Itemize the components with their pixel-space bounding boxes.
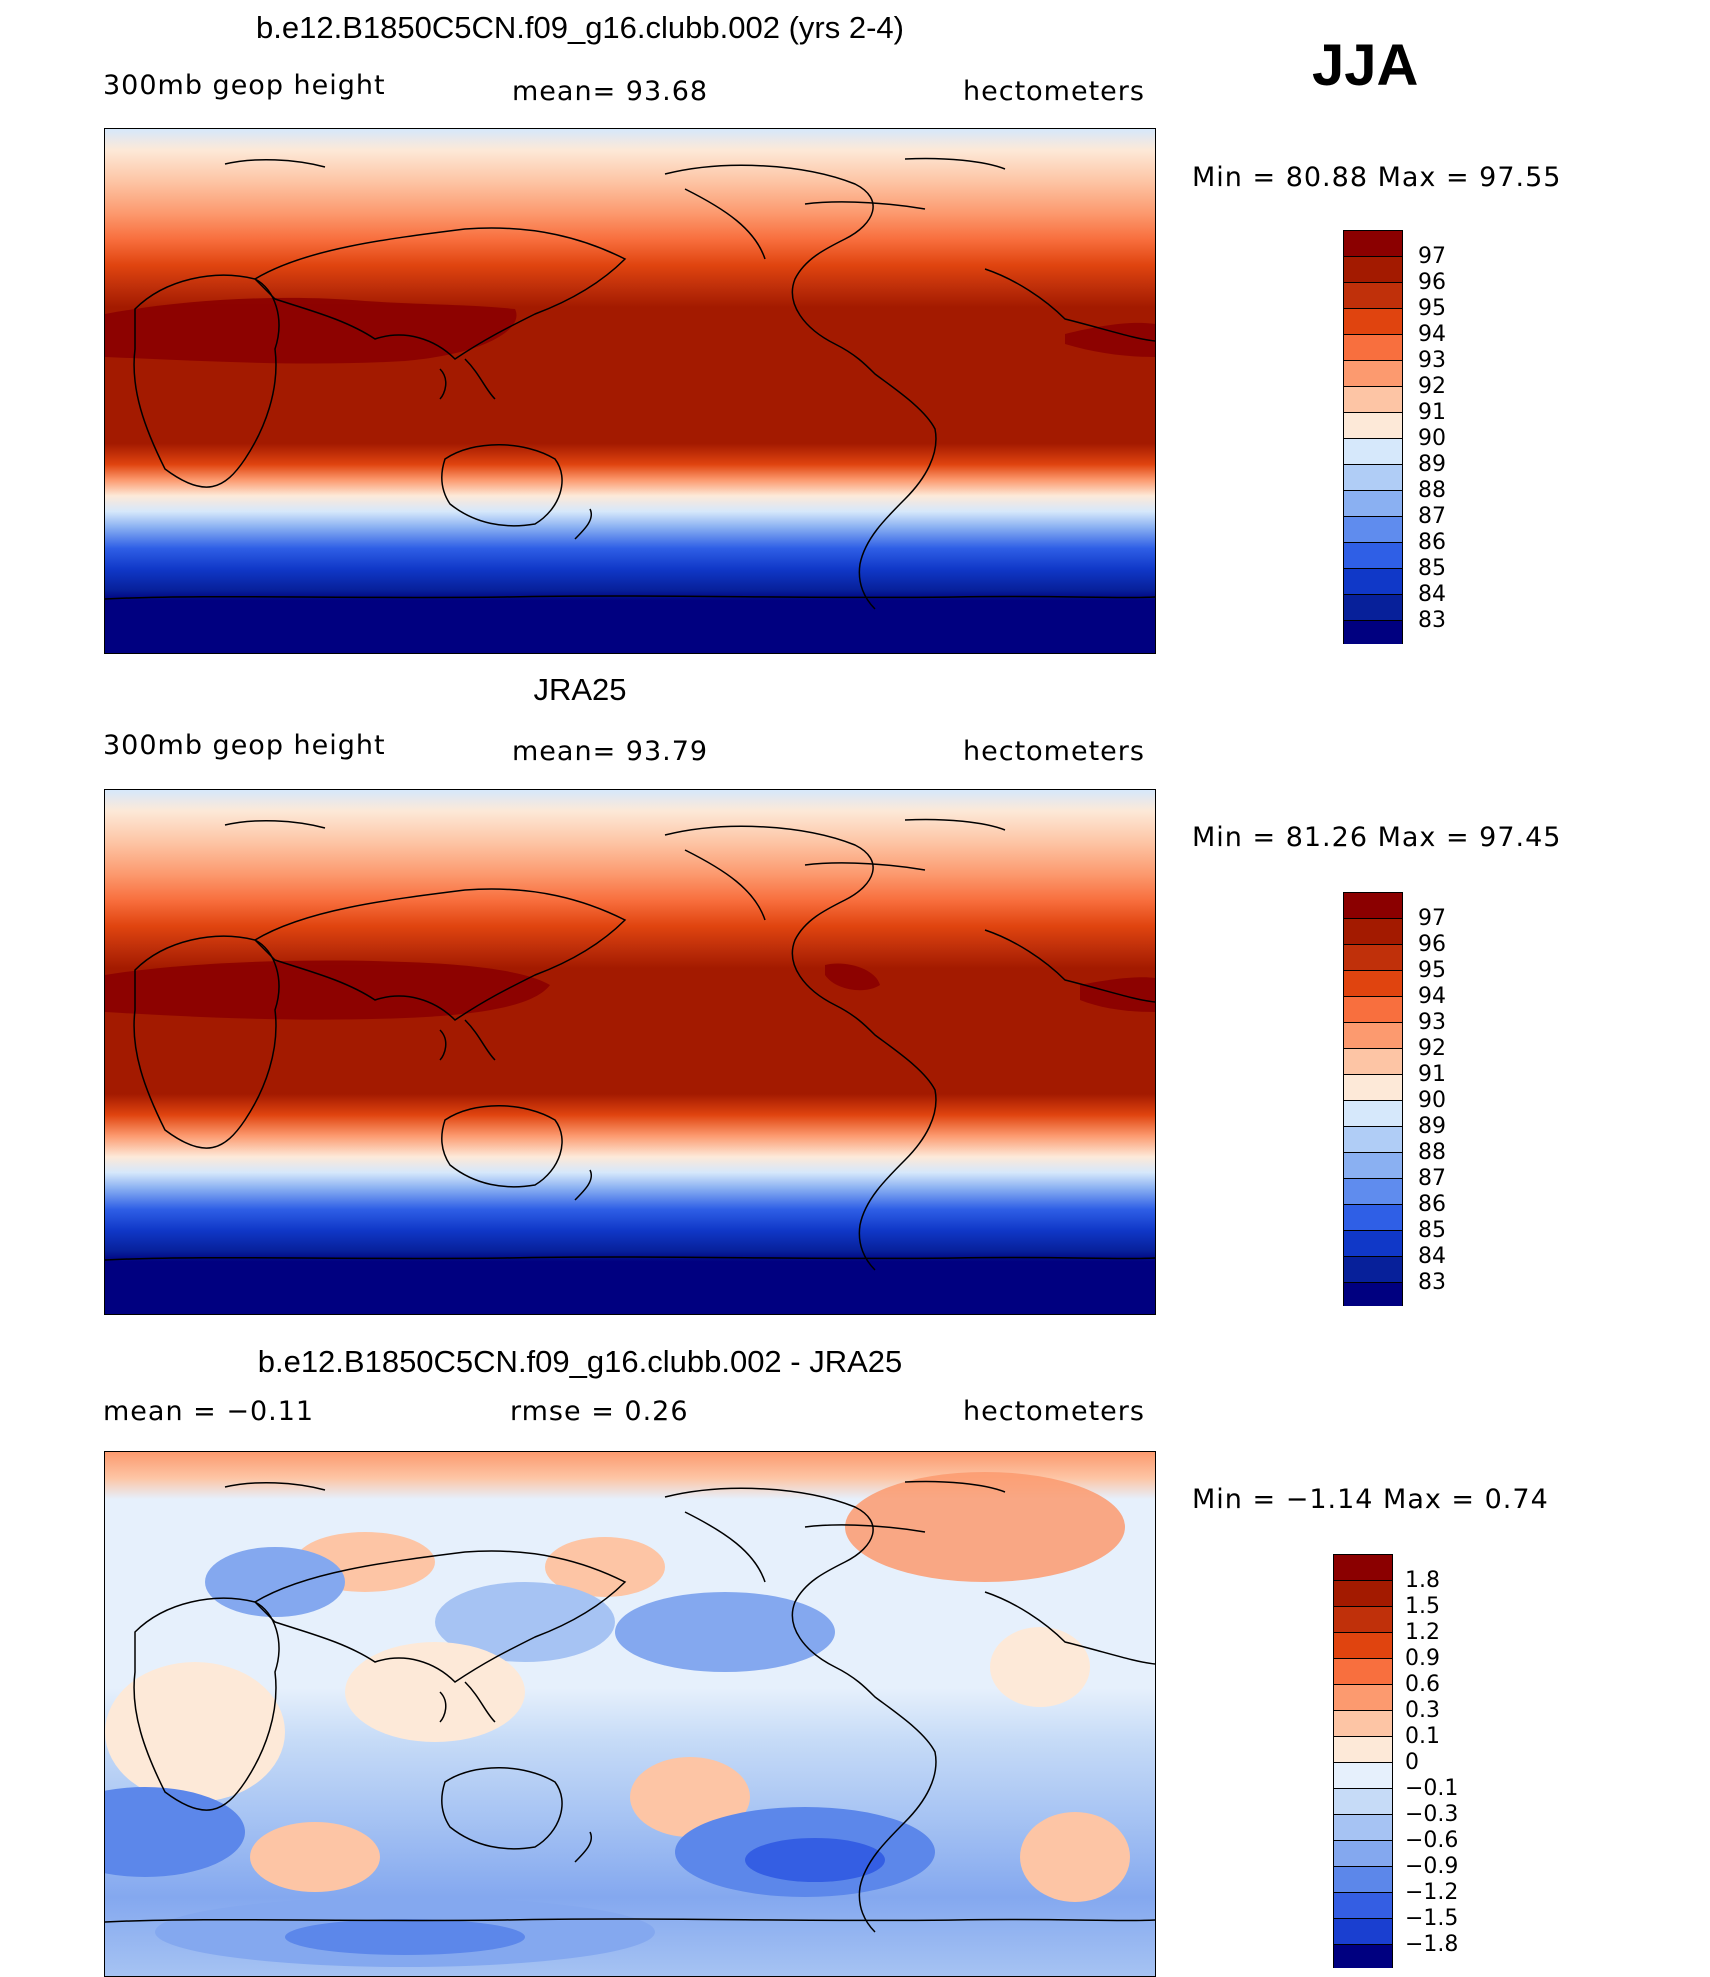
colorbar-tick: −0.3: [1405, 1802, 1459, 1827]
season-label: JJA: [1312, 33, 1419, 98]
colorbar-tick: −1.5: [1405, 1906, 1459, 1931]
rmse-label-diff: rmse = 0.26: [510, 1396, 689, 1427]
colorbar-tick: −1.2: [1405, 1880, 1459, 1905]
map-diff-field: [105, 1452, 1155, 1976]
colorbar-tick: 91: [1418, 400, 1446, 425]
map-model: [104, 128, 1156, 654]
colorbar-tick: 95: [1418, 296, 1446, 321]
colorbar-tick: 85: [1418, 556, 1446, 581]
colorbar-tick: 94: [1418, 984, 1446, 1009]
colorbar-tick: 92: [1418, 374, 1446, 399]
colorbar-tick: 84: [1418, 1244, 1446, 1269]
colorbar-tick: 83: [1418, 1270, 1446, 1295]
colorbar-tick: 93: [1418, 1010, 1446, 1035]
colorbar-diff: [1333, 1554, 1393, 1968]
colorbar-tick: −0.1: [1405, 1776, 1459, 1801]
mean-label-model: mean= 93.68: [512, 76, 709, 107]
colorbar-tick: 85: [1418, 1218, 1446, 1243]
colorbar-tick: 96: [1418, 932, 1446, 957]
colorbar-tick: 93: [1418, 348, 1446, 373]
mean-label-diff: mean = −0.11: [103, 1396, 315, 1427]
colorbar-tick: −1.8: [1405, 1932, 1459, 1957]
colorbar-tick: 0.6: [1405, 1672, 1440, 1697]
colorbar-tick: 1.5: [1405, 1594, 1440, 1619]
minmax-label-diff: Min = −1.14 Max = 0.74: [1192, 1484, 1549, 1515]
colorbar-tick: 97: [1418, 906, 1446, 931]
colorbar-tick: 84: [1418, 582, 1446, 607]
variable-label-model: 300mb geop height: [103, 70, 386, 101]
colorbar-tick: 95: [1418, 958, 1446, 983]
units-label-diff: hectometers: [963, 1396, 1145, 1427]
units-label-model: hectometers: [963, 76, 1145, 107]
colorbar-obs: [1343, 892, 1403, 1306]
coastline-model: [105, 157, 1155, 610]
colorbar-tick: 88: [1418, 1140, 1446, 1165]
colorbar-tick: 0: [1405, 1750, 1419, 1775]
colorbar-tick: −0.6: [1405, 1828, 1459, 1853]
colorbar-tick: −0.9: [1405, 1854, 1459, 1879]
minmax-label-model: Min = 80.88 Max = 97.55: [1192, 162, 1562, 193]
colorbar-tick: 90: [1418, 426, 1446, 451]
colorbar-tick: 87: [1418, 1166, 1446, 1191]
colorbar-tick: 89: [1418, 452, 1446, 477]
panel-title-diff: b.e12.B1850C5CN.f09_g16.clubb.002 - JRA2…: [257, 1344, 903, 1379]
colorbar-tick: 83: [1418, 608, 1446, 633]
variable-label-obs: 300mb geop height: [103, 730, 386, 761]
mean-label-obs: mean= 93.79: [512, 736, 709, 767]
colorbar-tick: 94: [1418, 322, 1446, 347]
colorbar-tick: 87: [1418, 504, 1446, 529]
colorbar-tick: 0.9: [1405, 1646, 1440, 1671]
minmax-label-obs: Min = 81.26 Max = 97.45: [1192, 822, 1562, 853]
colorbar-tick: 0.3: [1405, 1698, 1440, 1723]
coastline-obs: [105, 818, 1155, 1271]
colorbar-tick: 97: [1418, 244, 1446, 269]
colorbar-tick: 88: [1418, 478, 1446, 503]
panel-title-obs: JRA25: [533, 672, 627, 707]
map-model-field: [105, 129, 1155, 653]
colorbar-tick: 86: [1418, 530, 1446, 555]
coastline-diff: [105, 1480, 1155, 1933]
map-obs-field: [105, 790, 1155, 1314]
map-obs: [104, 789, 1156, 1315]
colorbar-tick: 1.8: [1405, 1568, 1440, 1593]
colorbar-tick: 92: [1418, 1036, 1446, 1061]
colorbar-tick: 0.1: [1405, 1724, 1440, 1749]
panel-title-model: b.e12.B1850C5CN.f09_g16.clubb.002 (yrs 2…: [256, 10, 904, 45]
colorbar-tick: 91: [1418, 1062, 1446, 1087]
colorbar-tick: 96: [1418, 270, 1446, 295]
map-diff: [104, 1451, 1156, 1977]
colorbar-tick: 86: [1418, 1192, 1446, 1217]
units-label-obs: hectometers: [963, 736, 1145, 767]
colorbar-tick: 1.2: [1405, 1620, 1440, 1645]
colorbar-tick: 89: [1418, 1114, 1446, 1139]
colorbar-model: [1343, 230, 1403, 644]
colorbar-tick: 90: [1418, 1088, 1446, 1113]
